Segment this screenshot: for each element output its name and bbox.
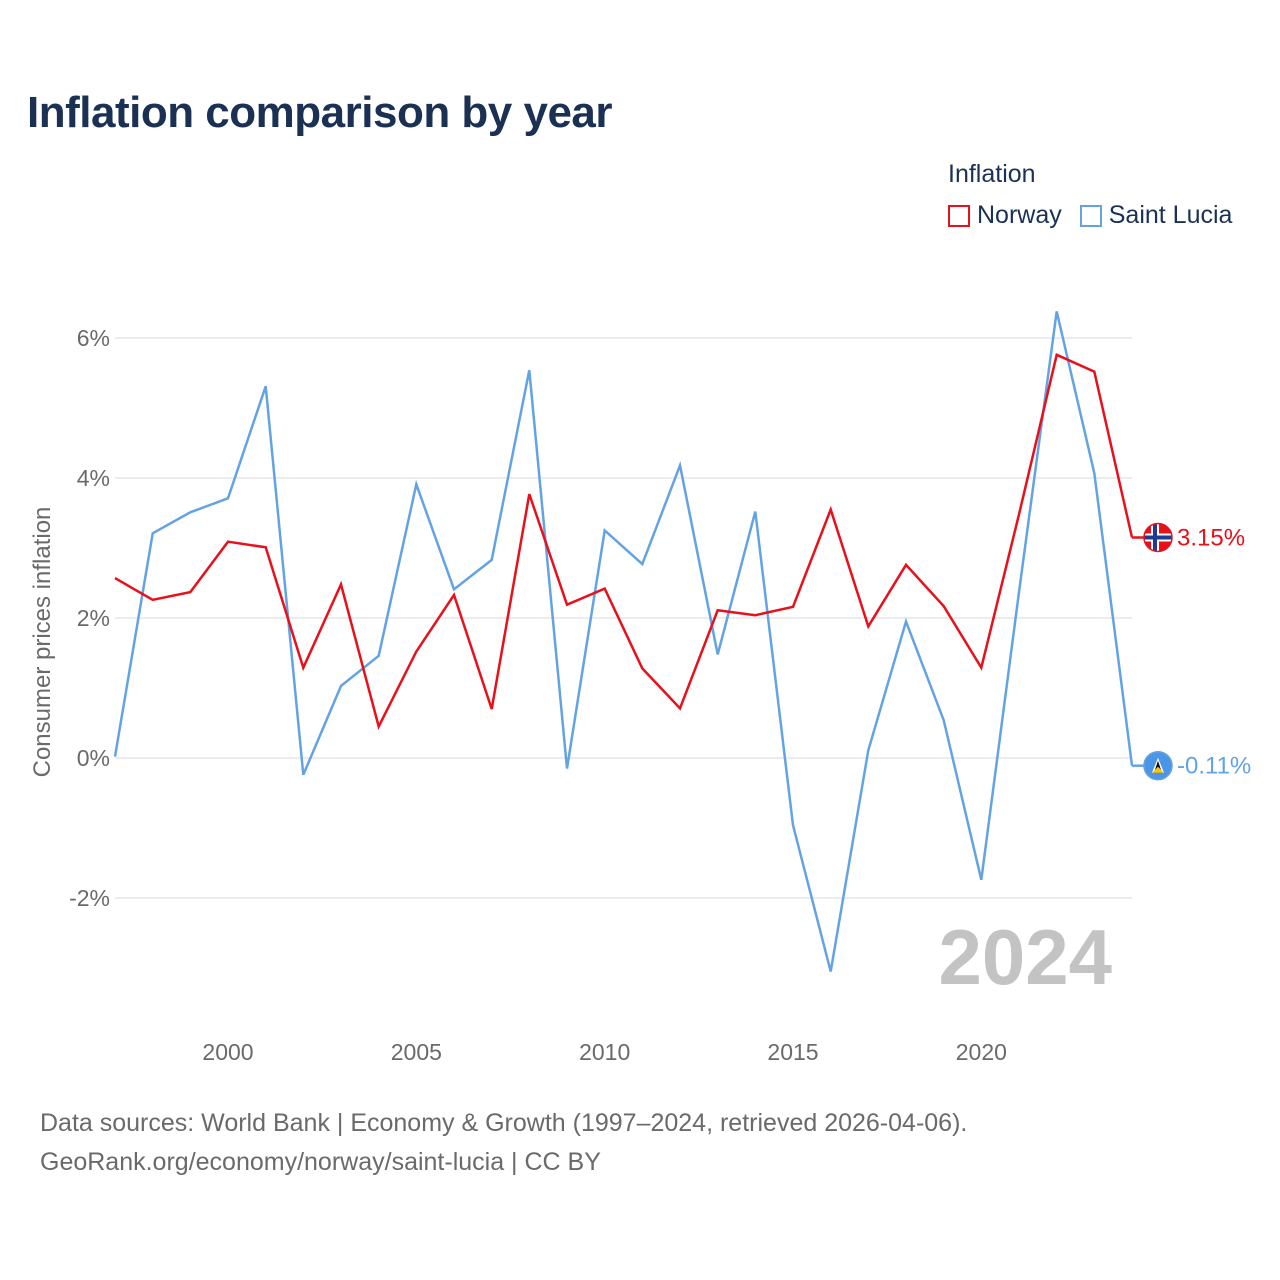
year-watermark: 2024 <box>938 913 1112 1001</box>
x-tick-label: 2020 <box>956 1039 1007 1065</box>
x-tick-label: 2010 <box>579 1039 630 1065</box>
y-axis-label: Consumer prices inflation <box>29 507 56 778</box>
series-lines <box>113 311 1134 972</box>
legend-swatch-saint-lucia <box>1079 204 1102 227</box>
legend: Inflation Norway Saint Lucia <box>948 160 1250 230</box>
y-tick-label: 2% <box>77 605 110 631</box>
end-label-norway: 3.15% <box>1177 525 1245 552</box>
end-labels: 3.15% -0.11% <box>1132 522 1251 781</box>
norway-flag-icon <box>1143 522 1173 553</box>
y-tick-labels: -2% 0% 2% 4% 6% <box>69 325 110 911</box>
x-tick-label: 2015 <box>767 1039 818 1065</box>
series-line-saint-lucia[interactable] <box>113 311 1134 972</box>
legend-items: Norway Saint Lucia <box>948 201 1250 230</box>
x-tick-labels: 2000 2005 2010 2015 2020 <box>202 1039 1007 1065</box>
line-chart: 2024 -2% 0% 2% 4% 6% 2000 2005 2010 2015 2020 Co… <box>29 311 1251 1065</box>
footer-link[interactable]: GeoRank.org/economy/norway/saint-lucia |… <box>40 1148 601 1176</box>
grid-lines <box>115 337 1132 899</box>
y-tick-label: 4% <box>77 465 110 491</box>
y-tick-label: -2% <box>69 885 110 911</box>
y-tick-label: 0% <box>77 745 110 771</box>
footer-sources: Data sources: World Bank | Economy & Gro… <box>40 1109 968 1137</box>
legend-title: Inflation <box>948 160 1036 188</box>
series-line-norway[interactable] <box>114 353 1134 731</box>
legend-item-norway[interactable]: Norway <box>948 201 1062 230</box>
legend-swatch-norway <box>948 204 970 227</box>
y-tick-label: 6% <box>77 325 110 351</box>
x-tick-label: 2000 <box>202 1039 253 1065</box>
footer: Data sources: World Bank | Economy & Gro… <box>40 1104 967 1182</box>
end-label-saint-lucia: -0.11% <box>1177 753 1251 780</box>
legend-label-saint-lucia: Saint Lucia <box>1108 201 1233 229</box>
legend-item-saint-lucia[interactable]: Saint Lucia <box>1079 201 1233 230</box>
x-tick-label: 2005 <box>391 1039 442 1065</box>
saint-lucia-flag-icon <box>1143 750 1173 781</box>
chart-title: Inflation comparison by year <box>27 88 613 137</box>
legend-label-norway: Norway <box>977 201 1062 229</box>
